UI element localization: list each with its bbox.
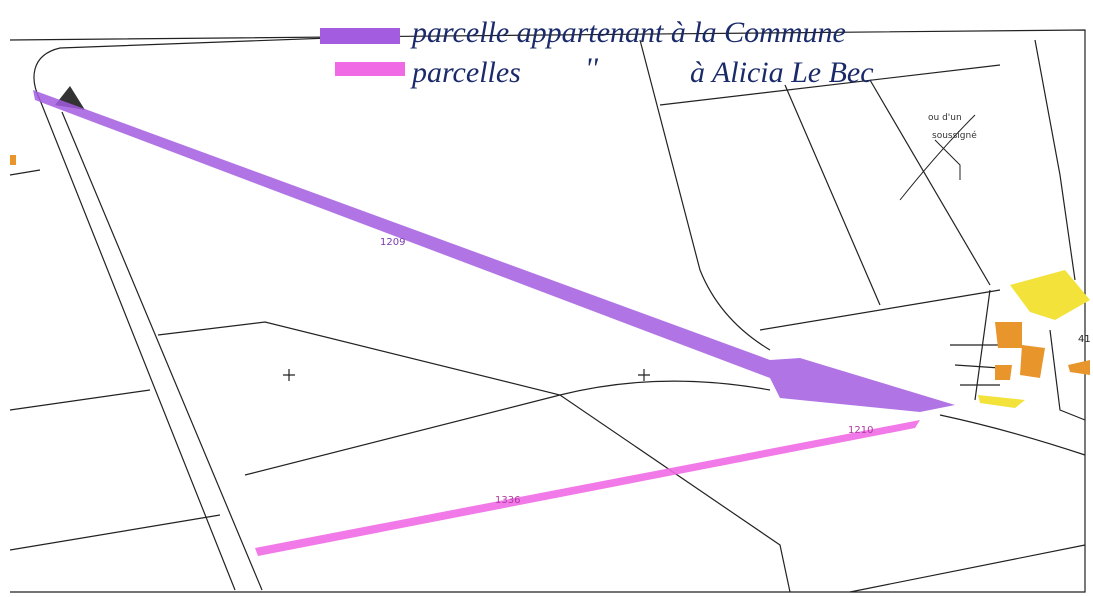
legend-label: à Alicia Le Bec [690,56,874,89]
private-parcel [255,420,920,556]
ditto-mark: '' [585,52,598,85]
stamp-text: soussigné [932,130,977,141]
parcel-line [10,170,40,175]
parcel-label: 1336 [495,495,520,506]
building [10,155,1090,375]
signature [900,115,975,200]
parcel-line [1035,40,1075,280]
parcel-line [950,345,1000,385]
building [1010,270,1090,320]
parcel-line [850,545,1085,592]
parcel-line [870,80,990,285]
stamp-text: ou d'un [928,113,962,123]
parcel-line [10,515,220,550]
legend-swatch [320,28,400,44]
legend-swatch [335,62,405,76]
parcel-line [760,290,1000,330]
parcel-line [158,322,790,592]
parcel-label: 1209 [380,237,405,248]
parcel-line [940,415,1085,455]
parcel-line [560,381,770,395]
legend-label: parcelle appartenant à la Commune [410,16,846,49]
legend-label: parcelles [410,56,521,89]
frame [10,30,1085,592]
parcel-label: 41 [1078,334,1091,345]
map-lines [10,30,1085,592]
parcel-label: 1210 [848,425,873,436]
parcel-line [245,395,560,475]
commune-parcel [33,90,955,412]
cross-marker [283,369,650,381]
building [995,322,1045,380]
cadastral-map: parcelle appartenant à la Commune parcel… [0,0,1093,597]
building [978,395,1025,408]
road-edge [62,112,262,590]
parcel-line [785,85,880,305]
road-edge [34,38,330,590]
parcel-line [10,390,150,410]
